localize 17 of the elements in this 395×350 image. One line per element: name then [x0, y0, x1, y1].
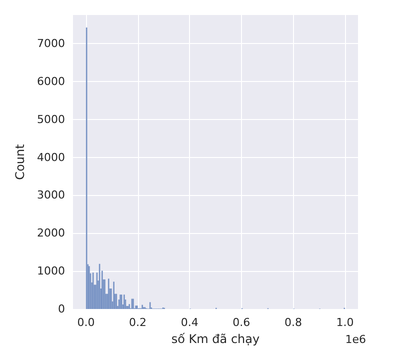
y-tick-label: 7000	[37, 36, 65, 50]
y-tick-label: 2000	[37, 226, 65, 240]
text: 1e6	[345, 333, 366, 346]
y-axis-title: Count	[13, 144, 28, 180]
x-axis-title: số Km đã chạy	[171, 332, 260, 346]
x-tick-label: 0.4	[180, 316, 198, 329]
x-tick-label: 0.2	[129, 316, 147, 329]
y-tick-label: 6000	[37, 74, 65, 88]
y-tick-label: 3000	[37, 188, 65, 202]
y-tick-label: 4000	[37, 150, 65, 164]
x-tick-label: 0.8	[284, 316, 302, 329]
x-tick-label: 0.6	[232, 316, 250, 329]
x-tick-label: 1.0	[336, 316, 354, 329]
y-tick-label: 1000	[37, 264, 65, 278]
x-tick-label: 0.0	[77, 316, 95, 329]
y-tick-label: 0	[58, 302, 65, 316]
y-tick-label: 5000	[37, 112, 65, 126]
